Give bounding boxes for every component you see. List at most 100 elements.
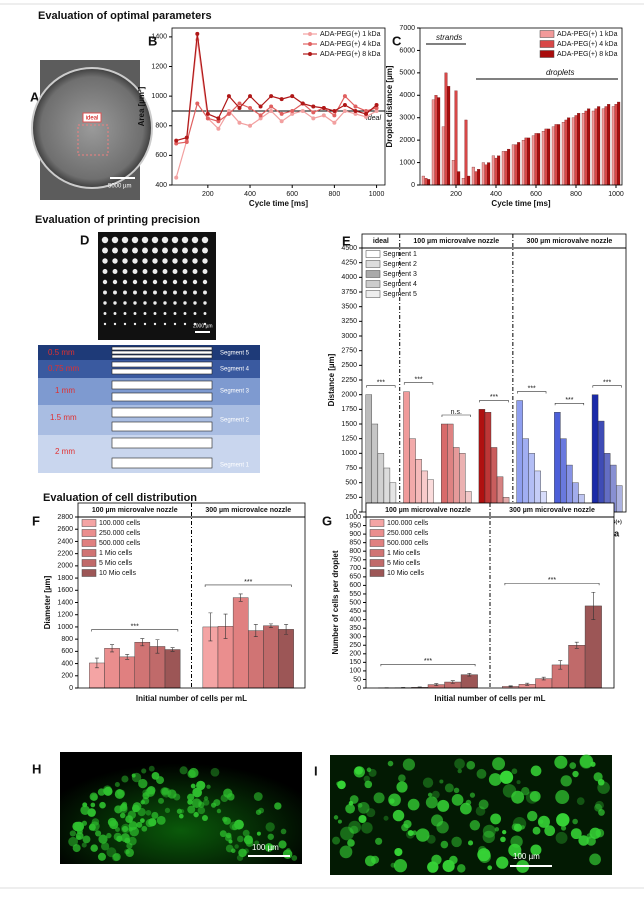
segment-diagram: 0.5 mm 0.75 mm 1 mm 1.5 mm 2 mm Segment … [38,345,260,473]
point [342,94,347,99]
cell [282,849,293,859]
cell [223,788,233,798]
cell [87,808,96,817]
dot [203,312,207,315]
dot [182,247,188,254]
group-header: 300 µm microvalce nozzle [205,507,291,514]
y-tick-label: 250 [349,642,361,649]
bar [460,674,478,689]
x-tick-label: 200 [202,191,214,198]
dot [162,247,168,254]
dot [202,279,208,285]
bar [478,409,486,513]
y-tick-label: 2000 [57,563,73,570]
cell [516,780,521,785]
legend-label: 10 Mio cells [99,570,136,577]
legend-label: 100.000 cells [99,520,141,527]
x-axis-label: Cycle time [ms] [491,199,550,208]
cell [348,800,354,806]
cell [95,830,102,837]
segment-name: Segment 1 [220,463,250,469]
y-tick-label: 0 [357,685,361,692]
point [311,116,316,121]
bar [594,108,598,186]
dot [181,236,189,244]
cell [402,758,416,771]
bar [477,169,481,186]
plot-frame [419,27,623,186]
cell [219,830,227,838]
strand [111,437,213,449]
y-tick-label: 800 [349,548,361,555]
group-header: 300 µm microvalve nozzle [509,507,595,514]
cell [364,780,373,789]
cell [511,823,519,831]
dot [172,258,178,264]
bar [467,175,471,186]
cell [179,809,185,814]
cell [388,793,401,807]
dot [102,269,108,274]
y-axis-label: Distance [µm] [327,353,336,406]
bar [601,108,605,186]
dot [203,290,207,295]
cell [140,818,145,823]
point [321,105,326,110]
cell [511,768,518,775]
bar [614,104,618,186]
error-bar [574,641,579,649]
bar [501,151,505,186]
cell [392,809,405,822]
cell [537,815,550,828]
bar [447,86,451,186]
y-axis-label: Area [µm²] [137,86,146,126]
bar [403,391,410,513]
dot [131,236,139,244]
legend-swatch [308,52,312,56]
group-header: 100 µm microvalve nozzle [92,507,178,514]
bar [248,630,264,689]
legend-label: ADA-PEG(+) 8 kDa [557,51,618,58]
cell [138,778,148,789]
legend-label: 1 Mio cells [99,550,133,557]
cell [554,755,568,769]
bar [607,104,611,186]
cell [508,843,522,857]
cell [412,830,417,836]
point [342,108,347,113]
y-tick-label: 950 [349,522,361,529]
significance-bracket [479,400,509,403]
cell [398,774,406,783]
dish [31,67,153,189]
cell [349,825,359,835]
error-bar [94,657,99,669]
dot [202,258,208,264]
dot [142,247,148,254]
bar [444,72,448,186]
dot [112,258,118,264]
significance-bracket [592,385,622,388]
dot [173,312,177,315]
cell [210,802,217,808]
cell [451,836,462,848]
point [364,111,369,116]
x-tick-label: 800 [329,191,341,198]
error-bar [170,647,175,652]
cell [586,836,596,846]
bar [611,106,615,186]
y-tick-label: 750 [349,557,361,564]
cell [106,832,112,839]
y-tick-label: 800 [155,123,167,130]
y-tick-label: 0 [353,509,357,516]
bar [431,99,435,186]
cell [141,797,150,805]
cell [371,855,380,864]
cell [570,828,582,840]
cell [190,783,196,789]
bar [134,641,151,689]
point [226,94,231,99]
y-tick-label: 50 [353,676,361,683]
point [216,119,221,124]
bar [560,438,567,513]
cell [198,800,203,805]
